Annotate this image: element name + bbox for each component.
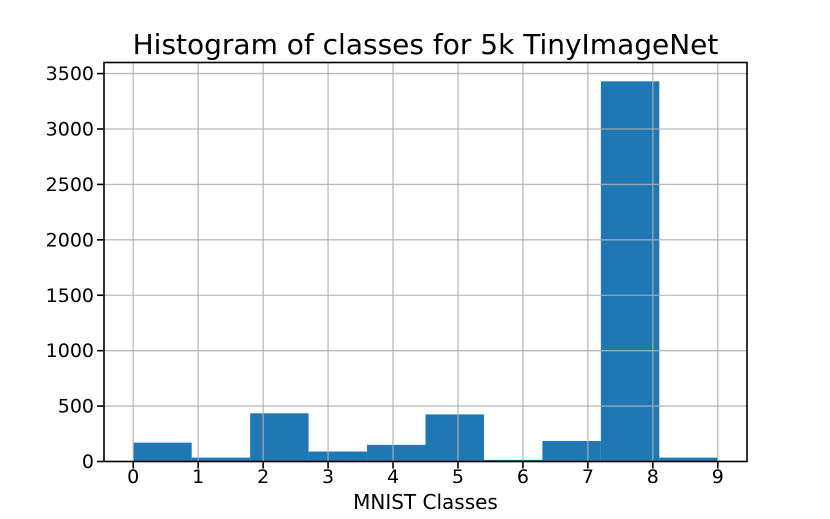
x-tick-label: 7: [582, 466, 594, 488]
chart-title: Histogram of classes for 5k TinyImageNet: [133, 28, 719, 61]
x-tick-label: 9: [712, 466, 724, 488]
x-tick-label: 2: [257, 466, 269, 488]
y-tick-label: 500: [58, 396, 94, 418]
tick-label-layer: 0 1 2 3 4 5 6 7 8 9 0 500 1000 1500 2000 2500 3000 3500: [46, 63, 724, 488]
histogram-bar: [542, 440, 601, 462]
x-tick-label: 3: [322, 466, 334, 488]
histogram-bar: [600, 81, 660, 462]
histogram-bar: [659, 457, 718, 462]
x-tick-label: 8: [647, 466, 659, 488]
y-tick-label: 1500: [46, 285, 94, 307]
histogram-bar: [483, 459, 543, 462]
y-tick-label: 2500: [46, 174, 94, 196]
histogram-bar: [191, 457, 251, 462]
x-tick-label: 4: [387, 466, 399, 488]
histogram-bar: [425, 414, 484, 462]
x-tick-label: 5: [452, 466, 464, 488]
plot-spines: [103, 61, 748, 463]
histogram-bar: [250, 413, 309, 462]
x-tick-label: 0: [127, 466, 139, 488]
x-tick-label: 6: [517, 466, 529, 488]
y-tick-label: 2000: [46, 229, 94, 251]
axes-layer: [97, 61, 748, 469]
bars-layer: [133, 81, 718, 462]
y-tick-label: 1000: [46, 340, 94, 362]
y-tick-label: 0: [82, 451, 94, 473]
histogram-bar: [367, 444, 426, 462]
x-axis-label: MNIST Classes: [353, 490, 498, 514]
x-tick-label: 1: [192, 466, 204, 488]
y-tick-label: 3000: [46, 119, 94, 141]
y-tick-label: 3500: [46, 63, 94, 85]
histogram-bar: [133, 442, 192, 462]
histogram-bar: [308, 451, 368, 462]
